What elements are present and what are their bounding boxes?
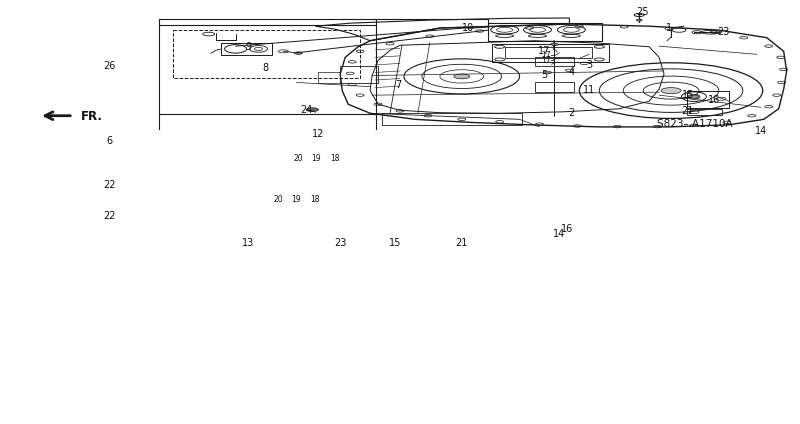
Text: 20: 20 xyxy=(294,153,303,162)
Bar xyxy=(534,57,574,67)
Circle shape xyxy=(550,43,558,45)
Text: FR.: FR. xyxy=(81,110,103,123)
Text: 15: 15 xyxy=(389,238,402,248)
Bar xyxy=(221,43,273,55)
Circle shape xyxy=(306,108,318,112)
Text: 6: 6 xyxy=(106,136,112,146)
Circle shape xyxy=(78,181,88,184)
Text: 2: 2 xyxy=(568,108,574,118)
Bar xyxy=(488,23,602,41)
Text: 22: 22 xyxy=(102,180,115,190)
Bar xyxy=(340,67,378,83)
Text: 14: 14 xyxy=(554,229,566,239)
Bar xyxy=(505,47,592,58)
Text: 15: 15 xyxy=(682,89,694,100)
Text: 8: 8 xyxy=(262,63,269,73)
Text: 19: 19 xyxy=(311,153,321,162)
Bar xyxy=(452,201,482,207)
Text: 14: 14 xyxy=(754,126,767,136)
Bar xyxy=(534,81,574,92)
Text: 10: 10 xyxy=(462,23,474,33)
Text: 24: 24 xyxy=(300,105,312,114)
Text: 17–: 17– xyxy=(541,56,554,65)
Text: S823– A1710A: S823– A1710A xyxy=(657,119,733,129)
Text: 18: 18 xyxy=(310,195,320,204)
Circle shape xyxy=(542,229,553,232)
Circle shape xyxy=(689,139,699,142)
Text: 16: 16 xyxy=(562,224,574,234)
Text: 12: 12 xyxy=(312,129,325,139)
Text: 3: 3 xyxy=(586,60,593,70)
Circle shape xyxy=(294,52,302,54)
Text: 18: 18 xyxy=(330,153,340,162)
Bar xyxy=(295,132,390,150)
Bar xyxy=(687,91,729,108)
Bar xyxy=(382,113,522,125)
Circle shape xyxy=(454,74,470,79)
Circle shape xyxy=(636,19,642,21)
Bar xyxy=(169,188,386,233)
Text: 9: 9 xyxy=(246,42,251,52)
Bar xyxy=(687,109,722,115)
Bar xyxy=(173,30,360,78)
Text: 25: 25 xyxy=(636,7,649,17)
Bar xyxy=(159,25,376,114)
Text: 21: 21 xyxy=(682,106,694,116)
Text: 4: 4 xyxy=(568,67,574,78)
Circle shape xyxy=(752,133,762,136)
Circle shape xyxy=(689,95,699,98)
Circle shape xyxy=(243,193,254,196)
Circle shape xyxy=(661,88,681,94)
Circle shape xyxy=(243,154,254,157)
Text: 22: 22 xyxy=(102,211,115,221)
Text: 19: 19 xyxy=(291,195,301,204)
Bar xyxy=(318,73,340,83)
Text: 13: 13 xyxy=(242,238,254,248)
Circle shape xyxy=(389,203,401,206)
Text: 23: 23 xyxy=(718,27,730,36)
Text: 1: 1 xyxy=(666,23,672,33)
Text: 17–: 17– xyxy=(541,51,554,60)
Text: 5: 5 xyxy=(542,70,548,80)
Text: 21: 21 xyxy=(455,238,468,248)
Text: 17: 17 xyxy=(538,46,550,56)
Bar xyxy=(492,45,610,62)
Circle shape xyxy=(78,206,88,209)
Text: 20: 20 xyxy=(274,195,283,204)
Text: 11: 11 xyxy=(583,85,595,95)
Text: 23: 23 xyxy=(334,238,346,248)
Text: 16: 16 xyxy=(708,95,720,105)
Text: 26: 26 xyxy=(103,61,115,71)
Text: 7: 7 xyxy=(395,80,401,89)
